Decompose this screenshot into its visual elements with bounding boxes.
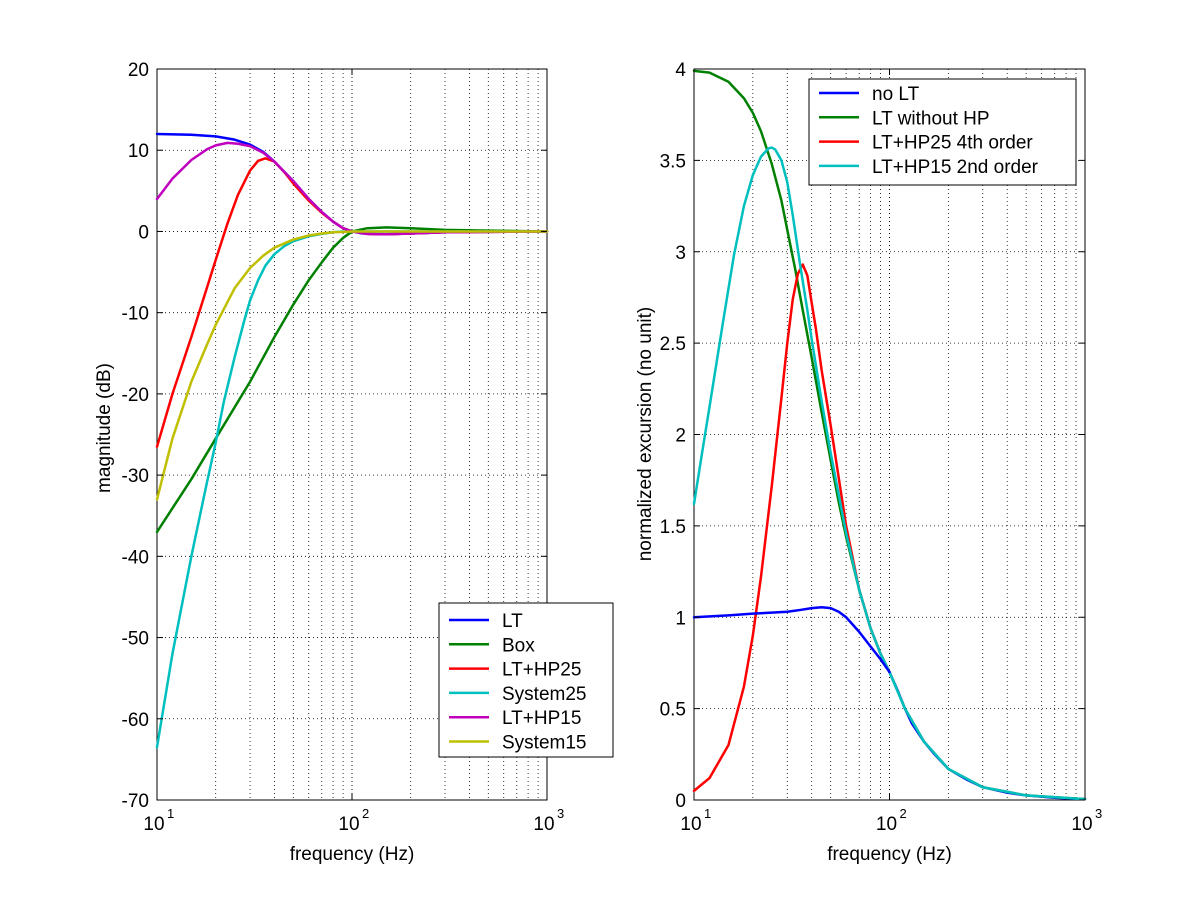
y-tick-label: -50 — [122, 629, 149, 650]
excursion-y-axis-label: normalized excursion (no unit) — [635, 307, 656, 562]
legend-box — [438, 602, 614, 758]
series-line-box — [155, 226, 549, 534]
legend-label: LT+HP25 — [502, 660, 581, 681]
y-tick-label: 3.5 — [660, 151, 686, 172]
x-tick-label: 10 — [533, 814, 554, 835]
series-line-segment-4 — [692, 605, 891, 674]
legend-label: LT+HP15 2nd order — [872, 157, 1039, 178]
y-tick-label: -40 — [122, 547, 149, 568]
y-tick-label: -10 — [122, 304, 149, 325]
magnitude-x-axis-label: frequency (Hz) — [290, 844, 415, 865]
y-tick-label: -20 — [122, 385, 149, 406]
x-tick-exponent: 3 — [1095, 806, 1102, 821]
excursion-plot-area — [693, 68, 1086, 801]
series-line-lt-hp15-2nd-order — [692, 146, 1087, 801]
y-tick-label: 2 — [675, 426, 686, 447]
y-tick-label: -60 — [122, 710, 149, 731]
excursion-series-lines — [692, 69, 1087, 801]
y-tick-label: 0 — [138, 222, 149, 243]
y-tick-label: 0 — [675, 791, 686, 812]
x-tick-exponent: 1 — [704, 806, 711, 821]
x-tick-exponent: 2 — [362, 806, 369, 821]
x-tick-label: 10 — [680, 814, 701, 835]
magnitude-legend: LT Box LT+HP25 System25 LT+HP15 System15 — [438, 602, 614, 758]
y-tick-label: -30 — [122, 466, 149, 487]
legend-label: no LT — [872, 84, 920, 105]
series-line-lt-hp15 — [155, 141, 549, 236]
x-tick-exponent: 2 — [900, 806, 907, 821]
legend-label: LT+HP25 4th order — [872, 133, 1033, 154]
y-tick-label: -70 — [122, 791, 149, 812]
legend-label: System15 — [502, 733, 586, 754]
excursion-x-axis-label: frequency (Hz) — [827, 844, 952, 865]
y-tick-label: 2.5 — [660, 334, 686, 355]
x-tick-label: 10 — [143, 814, 164, 835]
legend-label: LT+HP15 — [502, 708, 581, 729]
magnitude-series-lines — [155, 132, 549, 749]
legend-label: LT — [502, 611, 523, 632]
y-tick-label: 1.5 — [660, 517, 686, 538]
x-tick-label: 10 — [338, 814, 359, 835]
legend-label: Box — [502, 635, 535, 656]
legend-label: System25 — [502, 684, 586, 705]
legend-label: LT without HP — [872, 108, 990, 129]
excursion-legend: no LT LT without HP LT+HP25 4th order LT+HP… — [808, 78, 1077, 186]
y-tick-label: 20 — [128, 60, 149, 81]
y-tick-label: 10 — [128, 141, 149, 162]
y-tick-label: 1 — [675, 608, 686, 629]
x-tick-label: 10 — [876, 814, 897, 835]
y-tick-label: 4 — [675, 60, 686, 81]
y-tick-label: 0.5 — [660, 700, 686, 721]
x-tick-label: 10 — [1071, 814, 1092, 835]
legend-box — [808, 78, 1077, 186]
magnitude-y-axis-label: magnitude (dB) — [94, 363, 115, 493]
series-line-system15 — [155, 230, 549, 501]
y-tick-label: 3 — [675, 243, 686, 264]
x-tick-exponent: 1 — [167, 806, 174, 821]
x-tick-exponent: 3 — [557, 806, 564, 821]
